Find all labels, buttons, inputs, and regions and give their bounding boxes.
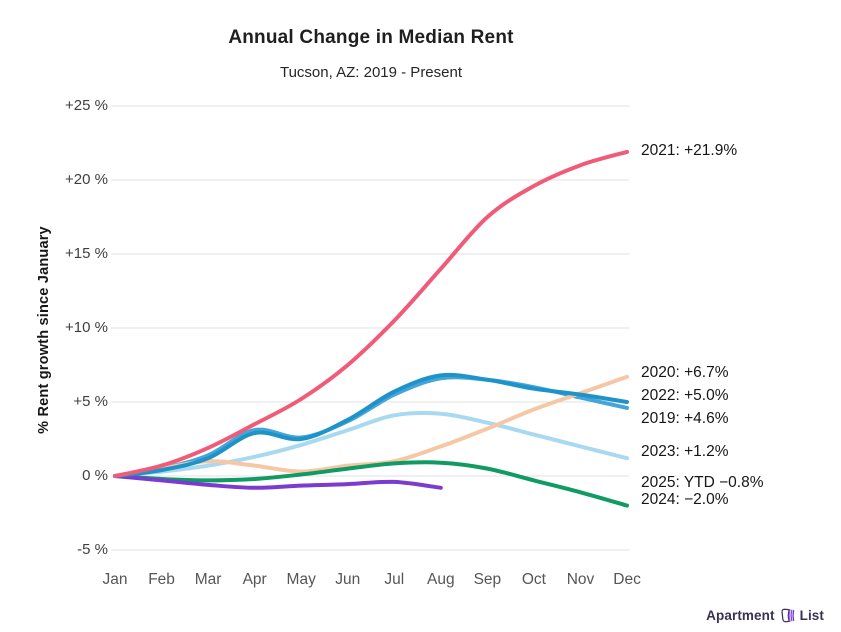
annotation-2022: 2022: +5.0% xyxy=(641,387,729,404)
x-tick-label-apr: Apr xyxy=(242,571,267,588)
series-line-2023 xyxy=(113,411,629,478)
chart-title: Annual Change in Median Rent xyxy=(228,27,514,48)
x-tick-label-sep: Sep xyxy=(473,571,502,588)
annotation-2025: 2025: YTD −0.8% xyxy=(641,474,764,491)
apartment-list-book-icon xyxy=(779,607,796,624)
series-line-2021 xyxy=(113,149,629,478)
chart-subtitle: Tucson, AZ: 2019 - Present xyxy=(279,64,463,81)
annotation-2019: 2019: +4.6% xyxy=(641,410,729,427)
x-tick-label-feb: Feb xyxy=(148,571,175,588)
series-line-2025 xyxy=(113,474,443,490)
annotation-2020: 2020: +6.7% xyxy=(641,364,729,381)
x-tick-label-dec: Dec xyxy=(613,571,641,588)
y-tick-label: +15 % xyxy=(65,245,108,262)
annotation-2021: 2021: +21.9% xyxy=(641,142,738,159)
x-tick-label-may: May xyxy=(286,571,316,588)
x-tick-label-jun: Jun xyxy=(335,571,361,588)
annotation-2024: 2024: −2.0% xyxy=(641,491,729,508)
x-tick-label-aug: Aug xyxy=(427,571,455,588)
y-tick-label: +5 % xyxy=(73,393,108,410)
x-tick-label-jan: Jan xyxy=(102,571,128,588)
annotation-2023: 2023: +1.2% xyxy=(641,443,729,460)
y-tick-label: +20 % xyxy=(65,171,108,188)
y-tick-label: +25 % xyxy=(65,97,108,114)
logo-text-apartment: Apartment xyxy=(706,608,775,623)
logo-text-list: List xyxy=(799,608,824,623)
x-tick-label-oct: Oct xyxy=(521,571,546,588)
apartment-list-logo: Apartment List xyxy=(706,607,824,624)
x-tick-label-jul: Jul xyxy=(384,571,405,588)
x-tick-label-nov: Nov xyxy=(566,571,595,588)
y-tick-label: +10 % xyxy=(65,319,108,336)
y-tick-label: -5 % xyxy=(77,541,108,558)
y-tick-label: 0 % xyxy=(82,467,108,484)
series-line-2022 xyxy=(113,372,629,478)
series-line-2024 xyxy=(113,460,629,508)
x-tick-label-mar: Mar xyxy=(194,571,222,588)
